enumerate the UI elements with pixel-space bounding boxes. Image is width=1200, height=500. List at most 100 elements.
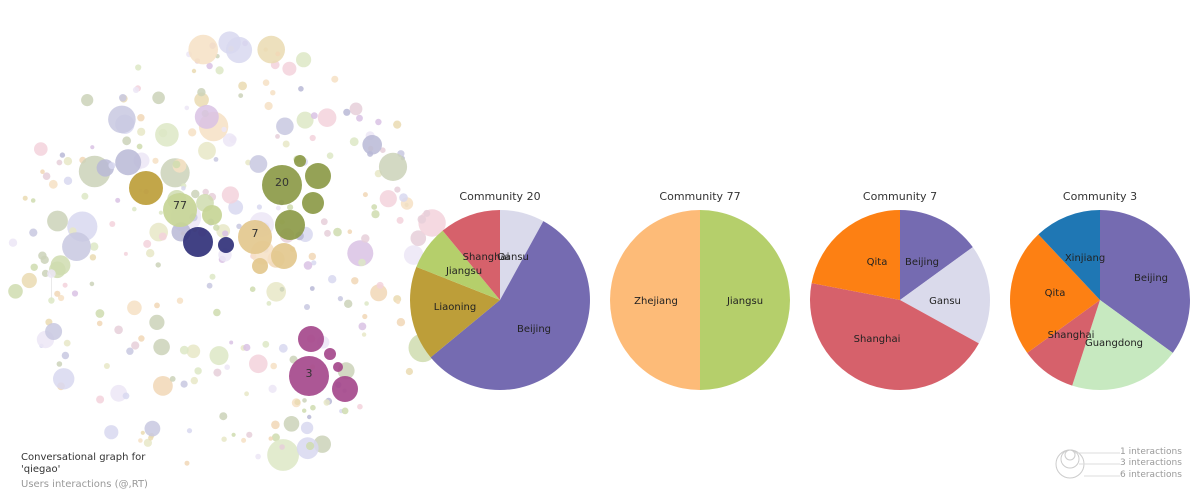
graph-node [132,206,137,212]
graph-node [213,368,222,377]
graph-node [53,368,75,390]
pie-slice-shanghai [442,210,500,300]
graph-node [190,376,198,385]
pie-slice-label: Shanghai [463,252,510,263]
community-node [332,376,358,402]
graph-node [48,297,55,304]
pie-chart: Community 7 Beijing Gansu Shanghai Qita [809,190,991,391]
graph-node [283,416,300,432]
graph-node [103,363,110,369]
graph-node [320,218,328,226]
graph-node [152,157,159,164]
graph-node [89,281,95,287]
graph-node [423,209,431,217]
graph-node [59,152,66,158]
graph-node [323,399,330,406]
interaction-legend: 1 interactions 3 interactions 6 interact… [1050,445,1200,485]
graph-node [296,111,314,129]
graph-node [219,412,228,421]
graph-node [349,102,363,116]
graph-node [104,425,119,440]
legend-label-3: 3 interactions [1120,458,1182,468]
graph-node [362,192,368,198]
graph-node [279,444,285,450]
graph-node [276,117,294,136]
graph-node [266,282,287,302]
graph-node [137,114,145,122]
graph-node [61,351,70,360]
graph-node [275,205,281,211]
graph-node [302,408,307,413]
graph-node [229,340,234,345]
graph-node [231,432,236,437]
community-node [202,205,222,225]
community-node [324,348,336,360]
graph-node [362,135,383,155]
graph-node [241,437,247,443]
graph-node [179,345,189,355]
graph-node [282,61,297,76]
graph-node [122,392,130,400]
graph-node [221,436,227,442]
graph-node [405,367,413,376]
graph-node [29,228,38,237]
community-node [289,356,329,396]
graph-node [222,230,229,237]
graph-node [132,86,140,93]
graph-node [123,251,128,256]
graph-node [379,190,397,208]
graph-node [351,277,359,285]
graph-node [270,362,278,370]
graph-node [54,290,61,297]
graph-node [95,309,105,318]
graph-node [294,399,301,406]
graph-node [30,263,38,271]
pie-slice-shanghai [1027,300,1100,386]
graph-node [378,152,408,181]
graph-node [361,332,367,337]
community-node [298,326,324,352]
pie-title: Community 77 [659,190,740,203]
graph-node [119,94,127,102]
pie-title: Community 20 [459,190,540,203]
graph-node [308,252,316,261]
graph-node [228,199,244,215]
graph-node [180,380,188,388]
graph-node [138,438,143,443]
community-node [333,362,343,372]
community-number-label: 3 [306,367,313,380]
community-node [275,210,305,240]
graph-node [96,395,105,404]
graph-node [138,335,145,342]
community-number-label: 77 [173,199,187,212]
graph-node [153,376,173,396]
graph-node [370,284,388,302]
pie-slice-gansu [500,210,544,300]
graph-node [358,258,366,267]
graph-node [304,304,310,310]
pie-slice-label: Xinjiang [1065,253,1105,264]
graph-node [262,340,270,348]
graph-node [155,262,161,268]
graph-node [364,301,369,306]
graph-node [396,318,406,327]
graph-node [41,269,50,277]
pie-slice-jiangsu [700,210,790,390]
graph-node [63,157,73,166]
graph-node [40,255,49,264]
graph-node [186,428,193,434]
pie-slice-jiangsu [416,230,500,300]
graph-node [127,300,142,316]
graph-node [267,439,299,471]
graph-node [188,128,197,137]
graph-node [194,367,202,375]
graph-node [238,81,248,91]
graph-node [194,104,219,129]
graph-node [395,299,401,305]
graph-node [417,215,427,224]
community-node [294,155,306,167]
graph-node [96,320,103,327]
graph-node [188,34,218,65]
graph-node [213,308,221,317]
pie-slice-label: Qita [1045,288,1066,299]
